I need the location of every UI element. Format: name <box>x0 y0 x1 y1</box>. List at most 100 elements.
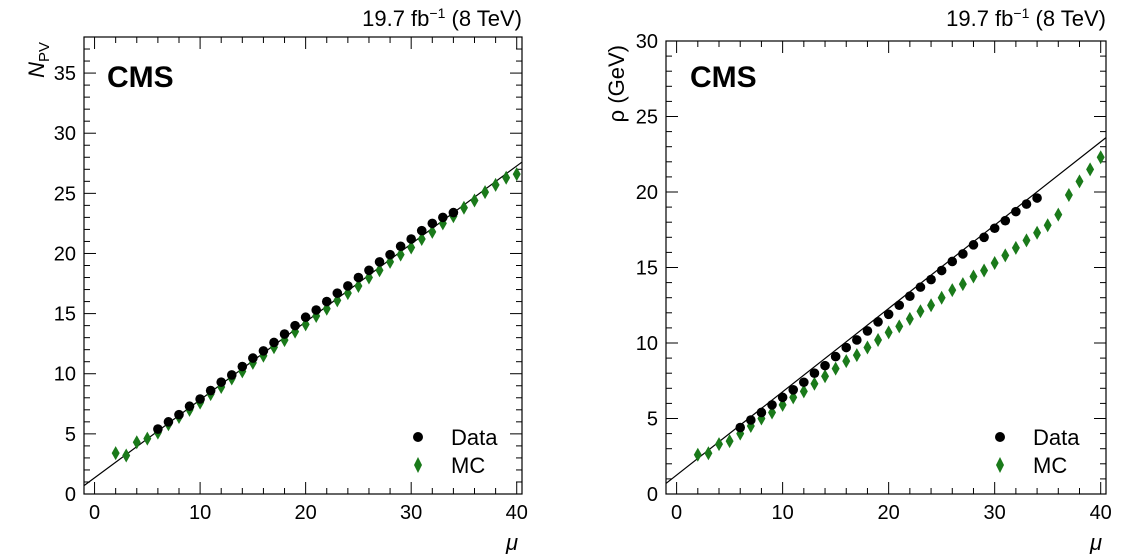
mc-point <box>375 263 384 278</box>
mc-point <box>417 232 426 247</box>
data-point <box>448 207 459 218</box>
data-point <box>777 392 788 403</box>
data-point <box>873 317 883 327</box>
data-point <box>968 240 979 250</box>
data-point <box>353 272 364 283</box>
y-tick-label: 25 <box>54 183 76 205</box>
y-tick-label: 30 <box>54 123 76 145</box>
mc-point <box>396 247 405 262</box>
data-point <box>936 265 947 276</box>
data-point <box>153 424 163 434</box>
data-markers <box>735 193 1042 433</box>
legend-mc-label: MC <box>1033 453 1067 478</box>
data-point <box>438 212 448 223</box>
x-tick-label: 20 <box>295 502 317 524</box>
data-point <box>862 326 873 336</box>
lumi-label: 19.7 fb−1 (8 TeV) <box>946 5 1106 31</box>
data-point <box>989 223 1000 234</box>
legend-data-marker <box>995 432 1005 442</box>
mc-point <box>831 361 840 376</box>
data-point <box>1011 206 1021 217</box>
data-point <box>184 401 195 412</box>
mc-point <box>937 290 946 305</box>
legend: Data MC <box>413 425 498 478</box>
data-point <box>852 335 862 345</box>
data-point <box>364 265 374 276</box>
npv-panel: 19.7 fb−1 (8 TeV) 0 10 20 30 40 0 5 10 15 20 25 30… <box>24 5 528 555</box>
y-axis-title: ρ (GeV) <box>604 45 629 122</box>
data-point <box>195 394 205 404</box>
data-point <box>894 300 905 311</box>
cms-label: CMS <box>107 61 174 94</box>
x-tick-label: 40 <box>506 502 528 524</box>
data-point <box>788 385 799 395</box>
mc-point <box>948 283 957 298</box>
mc-point <box>969 269 978 284</box>
data-point <box>258 346 269 356</box>
y-tick-label: 25 <box>636 107 658 129</box>
mc-point <box>491 177 500 192</box>
data-point <box>799 377 809 388</box>
data-point <box>841 342 852 353</box>
data-point <box>248 353 258 363</box>
mc-point <box>1043 218 1052 233</box>
mc-point <box>111 446 120 461</box>
y-tick-label: 20 <box>54 243 76 265</box>
y-tick-label: 15 <box>636 258 658 280</box>
data-point <box>746 415 756 425</box>
x-tick-label: 40 <box>1090 502 1112 524</box>
x-axis-title: μ <box>1089 530 1102 555</box>
data-point <box>300 312 311 323</box>
mc-markers <box>693 150 1105 462</box>
data-point <box>332 288 343 298</box>
y-tick-label: 10 <box>54 364 76 386</box>
mc-point <box>512 167 521 182</box>
data-point <box>1032 193 1042 203</box>
y-tick-label: 30 <box>636 31 658 53</box>
data-point <box>809 368 820 379</box>
data-point <box>290 320 300 331</box>
data-point <box>406 234 416 244</box>
mc-point <box>704 446 713 461</box>
data-point <box>216 377 227 387</box>
x-tick-labels: 0 10 20 30 40 <box>671 502 1112 524</box>
x-tick-label: 10 <box>189 502 211 524</box>
data-point <box>205 385 216 396</box>
mc-point <box>1022 233 1031 248</box>
x-axis-title: μ <box>505 530 518 555</box>
mc-point <box>1096 150 1105 165</box>
mc-point <box>895 319 904 334</box>
mc-point <box>852 348 861 363</box>
mc-point <box>1033 225 1042 240</box>
x-tick-label: 0 <box>671 502 682 524</box>
data-point <box>905 291 915 301</box>
y-tick-label: 5 <box>65 424 76 446</box>
data-point <box>163 417 174 427</box>
mc-point <box>428 224 437 239</box>
mc-point <box>884 325 893 340</box>
mc-point <box>1011 240 1020 255</box>
mc-point <box>1054 207 1063 222</box>
rho-panel: 19.7 fb−1 (8 TeV) 0 10 20 30 40 0 5 10 15 20 25 30… <box>604 5 1112 555</box>
mc-point <box>905 311 914 326</box>
data-point <box>279 329 290 339</box>
data-point <box>926 274 936 285</box>
data-point <box>1021 199 1032 209</box>
mc-point <box>1086 162 1095 177</box>
data-point <box>385 249 395 260</box>
data-point <box>958 249 968 259</box>
mc-point <box>1001 248 1010 263</box>
mc-point <box>354 278 363 293</box>
x-tick-label: 20 <box>878 502 900 524</box>
y-tick-labels: 0 5 10 15 20 25 30 35 <box>54 63 76 506</box>
data-point <box>915 282 926 292</box>
mc-point <box>1075 174 1084 189</box>
mc-point <box>916 304 925 319</box>
mc-point <box>980 263 989 278</box>
mc-point <box>459 200 468 215</box>
data-point <box>174 409 184 420</box>
mc-point <box>693 447 702 462</box>
mc-point <box>481 185 490 200</box>
mc-point <box>132 435 141 450</box>
